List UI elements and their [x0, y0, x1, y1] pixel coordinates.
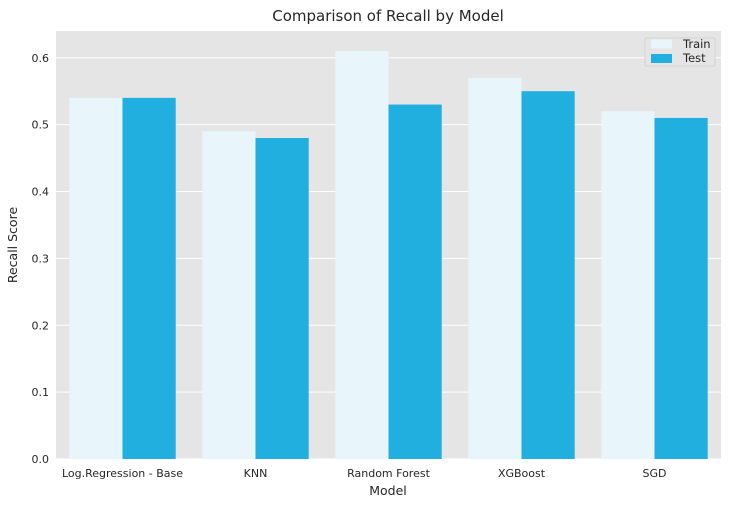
bar-train-2	[335, 51, 389, 459]
x-axis-label: Model	[369, 483, 407, 498]
bar-test-2	[388, 104, 442, 459]
legend-swatch-train	[651, 39, 672, 49]
bar-test-4	[654, 117, 708, 459]
y-tick-labels: 0.0 0.1 0.2 0.3 0.4 0.5 0.6	[32, 52, 50, 466]
y-tick-label: 0.4	[32, 186, 50, 199]
x-tick-labels: Log.Regression - Base KNN Random Forest XGB…	[62, 467, 667, 480]
legend: Train Test	[644, 37, 716, 67]
x-tick-label: XGBoost	[498, 467, 546, 480]
y-tick-label: 0.3	[32, 252, 50, 265]
x-tick-label: Random Forest	[347, 467, 430, 480]
bar-test-1	[255, 138, 309, 459]
y-tick-label: 0.1	[32, 386, 50, 399]
x-tick-label: KNN	[244, 467, 268, 480]
y-tick-label: 0.5	[32, 119, 50, 132]
x-tick-label: Log.Regression - Base	[62, 467, 183, 480]
legend-label-train: Train	[682, 37, 711, 51]
bars	[69, 51, 708, 459]
y-tick-label: 0.2	[32, 319, 50, 332]
bar-test-0	[122, 97, 176, 459]
legend-swatch-test	[651, 54, 672, 63]
bar-train-3	[468, 77, 522, 459]
legend-label-test: Test	[682, 51, 706, 65]
y-tick-label: 0.0	[32, 453, 50, 466]
y-axis-label: Recall Score	[5, 207, 20, 284]
chart-title: Comparison of Recall by Model	[272, 7, 504, 25]
bar-train-1	[202, 131, 256, 459]
bar-test-3	[521, 91, 575, 459]
y-tick-label: 0.6	[32, 52, 50, 65]
x-tick-label: SGD	[643, 467, 667, 480]
bar-train-0	[69, 97, 123, 459]
bar-train-4	[601, 111, 655, 459]
